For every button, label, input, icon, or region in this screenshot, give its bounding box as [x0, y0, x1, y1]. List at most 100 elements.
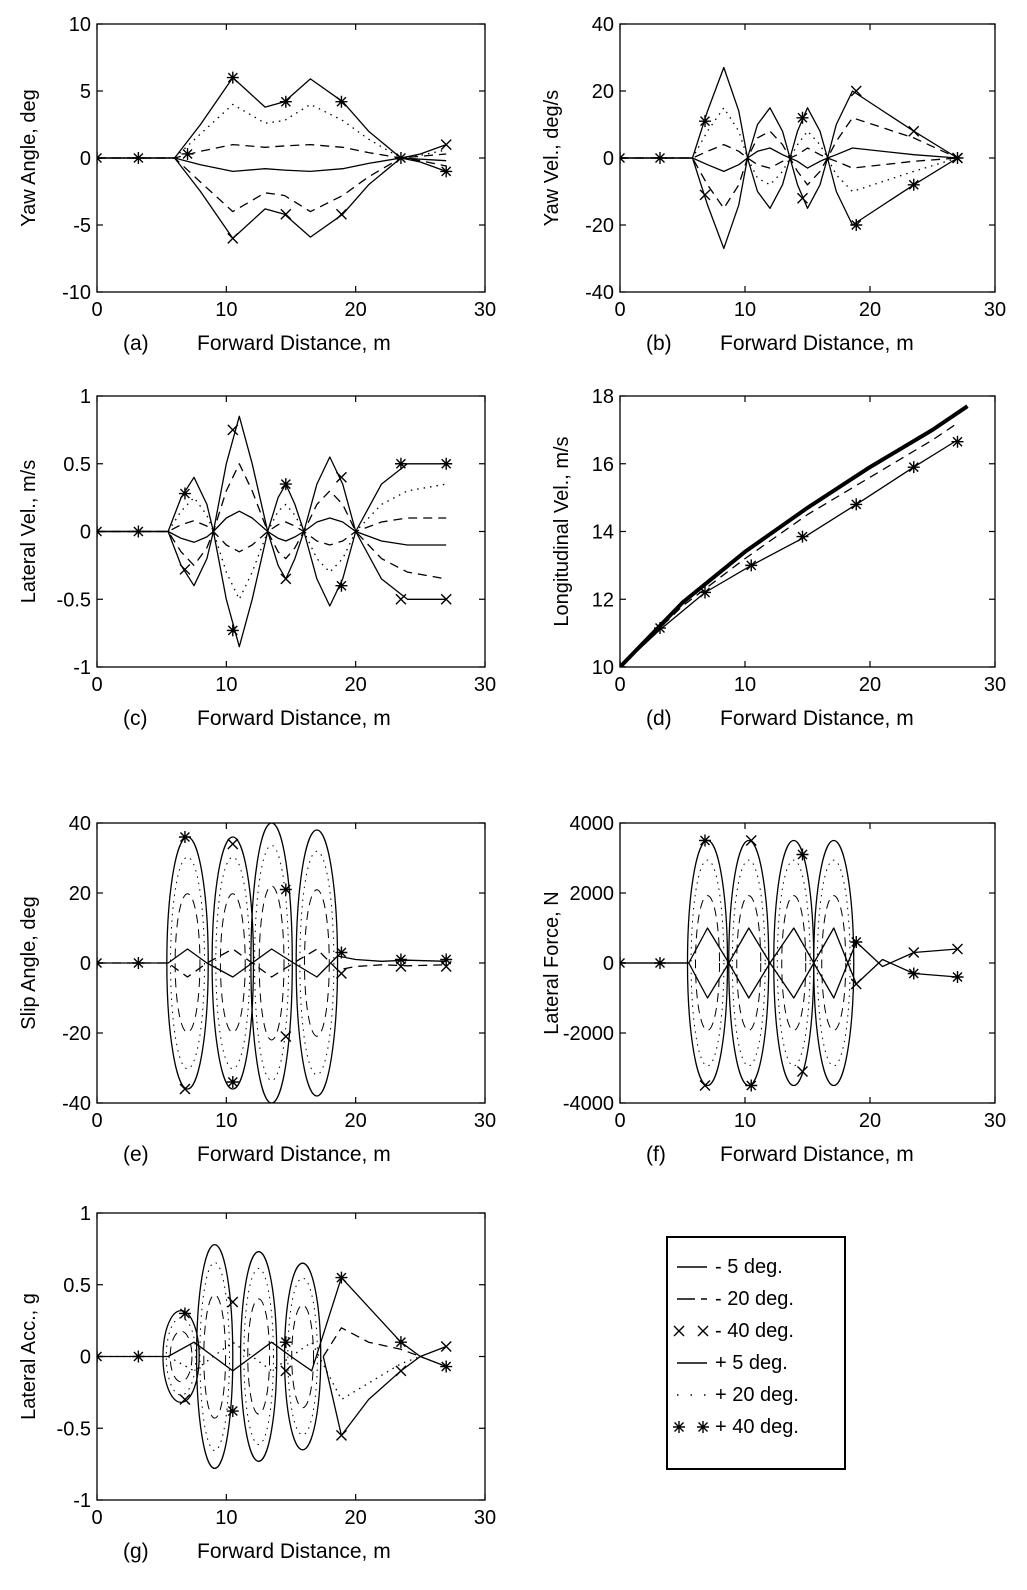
- panel-f: 0 10 20 30 4000 2000 0 -2000 -4000 Lateral Force,…: [541, 813, 1006, 1166]
- star-marker: [279, 1336, 292, 1349]
- series-line: [97, 76, 447, 159]
- x-marker: [797, 1066, 808, 1077]
- x-marker: [699, 1080, 711, 1091]
- lobe-dotted: [731, 859, 766, 1067]
- y-tick-label: 0: [80, 148, 91, 170]
- star-marker: [654, 152, 666, 164]
- series-line: [97, 510, 447, 546]
- y-tick-label: 0.5: [63, 454, 91, 476]
- panel-b: 0 10 20 30 40 20 0 -20 -40 Yaw Vel., deg/s (b) Forw…: [541, 14, 1006, 355]
- star-marker: [850, 498, 863, 511]
- series-line: [97, 1341, 447, 1401]
- panel-g: 0 10 20 30 1 0.5 0 -0.5 -1 Lateral Acc., g (g) Forw…: [18, 1203, 496, 1563]
- panel-c: 0 10 20 30 1 0.5 0 -0.5 -1 Lateral Vel., m/s (c) Fo…: [18, 386, 496, 730]
- series-line: [620, 90, 958, 250]
- y-tick-label: 10: [69, 14, 91, 36]
- x-marker: [335, 208, 347, 220]
- legend-label: - 5 deg.: [715, 1256, 783, 1278]
- x-axis-label: Forward Distance, m: [197, 1540, 391, 1563]
- lobe-outer: [773, 839, 815, 1087]
- lobe-dashed: [736, 895, 762, 1031]
- x-marker: [335, 1429, 347, 1441]
- lobe-dashed: [203, 1294, 227, 1419]
- star-marker: [279, 478, 292, 491]
- legend-entry: + 40 deg.: [673, 1416, 799, 1438]
- series-line: [97, 415, 447, 600]
- y-tick-label: 40: [69, 813, 91, 835]
- x-marker: [745, 835, 757, 846]
- x-tick-label: 30: [474, 299, 496, 321]
- lobe-dotted: [816, 859, 851, 1067]
- star-marker: [850, 219, 863, 231]
- star-marker: [394, 953, 407, 966]
- x-marker: [395, 1365, 407, 1377]
- x-axis-label: Forward Distance, m: [720, 332, 914, 355]
- panel-label: (d): [646, 707, 672, 730]
- x-tick-label: 0: [91, 674, 102, 696]
- x-tick-label: 20: [345, 1110, 367, 1132]
- x-tick-label: 30: [474, 1110, 496, 1132]
- star-marker: [178, 487, 191, 500]
- x-tick-label: 10: [215, 1110, 237, 1132]
- x-marker: [335, 968, 347, 979]
- star-marker: [335, 579, 348, 592]
- x-marker: [395, 961, 407, 972]
- star-marker: [951, 435, 964, 448]
- series-line: [97, 463, 447, 580]
- x-tick-label: 20: [859, 299, 881, 321]
- x-marker: [227, 1296, 239, 1308]
- lobe-dashed: [695, 895, 720, 1031]
- y-tick-label: 2000: [570, 883, 615, 905]
- x-tick-label: 0: [91, 1507, 102, 1529]
- series-line: [620, 147, 958, 173]
- x-tick-label: 0: [91, 1110, 102, 1132]
- star-marker: [907, 178, 920, 191]
- lobe-dashed: [291, 1304, 315, 1409]
- star-marker: [907, 461, 920, 474]
- panel-label: (b): [646, 332, 672, 355]
- star-marker: [226, 1405, 239, 1418]
- x-marker: [952, 152, 963, 164]
- star-marker: [394, 152, 407, 164]
- legend-label: - 20 deg.: [715, 1288, 794, 1310]
- lobe-dotted: [199, 1262, 230, 1451]
- axes-frame: [619, 395, 996, 668]
- star-marker: [132, 152, 145, 164]
- star-marker: [796, 530, 809, 543]
- lobe-outer: [195, 1243, 234, 1470]
- star-marker: [394, 1336, 407, 1349]
- legend-entry: - 5 deg.: [677, 1256, 783, 1278]
- y-axis-label: Longitudinal Vel., m/s: [551, 436, 573, 626]
- star-marker: [440, 953, 453, 966]
- legend-entry: + 5 deg.: [677, 1352, 788, 1374]
- x-marker: [280, 208, 292, 220]
- star-marker: [951, 971, 964, 983]
- x-marker: [440, 593, 452, 605]
- legend-label: + 5 deg.: [715, 1352, 788, 1374]
- x-marker: [797, 192, 808, 204]
- x-axis-label: Forward Distance, m: [197, 1143, 391, 1166]
- star-marker: [745, 559, 758, 572]
- panel-label: (f): [646, 1143, 666, 1166]
- plot-area: [97, 71, 453, 244]
- series-line: [620, 404, 969, 667]
- lobe-outer: [295, 829, 339, 1097]
- lobe-dashed: [258, 885, 285, 1041]
- x-marker: [440, 961, 452, 972]
- star-marker: [699, 834, 711, 847]
- y-tick-label: 0: [80, 522, 91, 544]
- star-marker: [178, 831, 191, 843]
- lobe-outer: [283, 1262, 322, 1451]
- plot-area: [97, 823, 453, 1103]
- x-marker: [179, 563, 191, 575]
- legend-entry: - 20 deg.: [677, 1288, 794, 1310]
- series-line: [620, 66, 958, 226]
- x-tick-label: 0: [614, 299, 625, 321]
- star-marker: [907, 967, 920, 980]
- panel-e: 0 10 20 30 40 20 0 -20 -40 Slip Angle, deg (e) Forw…: [18, 813, 496, 1166]
- y-axis-label: Slip Angle, deg: [18, 896, 40, 1029]
- series-line: [97, 157, 447, 173]
- x-tick-label: 30: [474, 674, 496, 696]
- star-marker: [394, 457, 407, 470]
